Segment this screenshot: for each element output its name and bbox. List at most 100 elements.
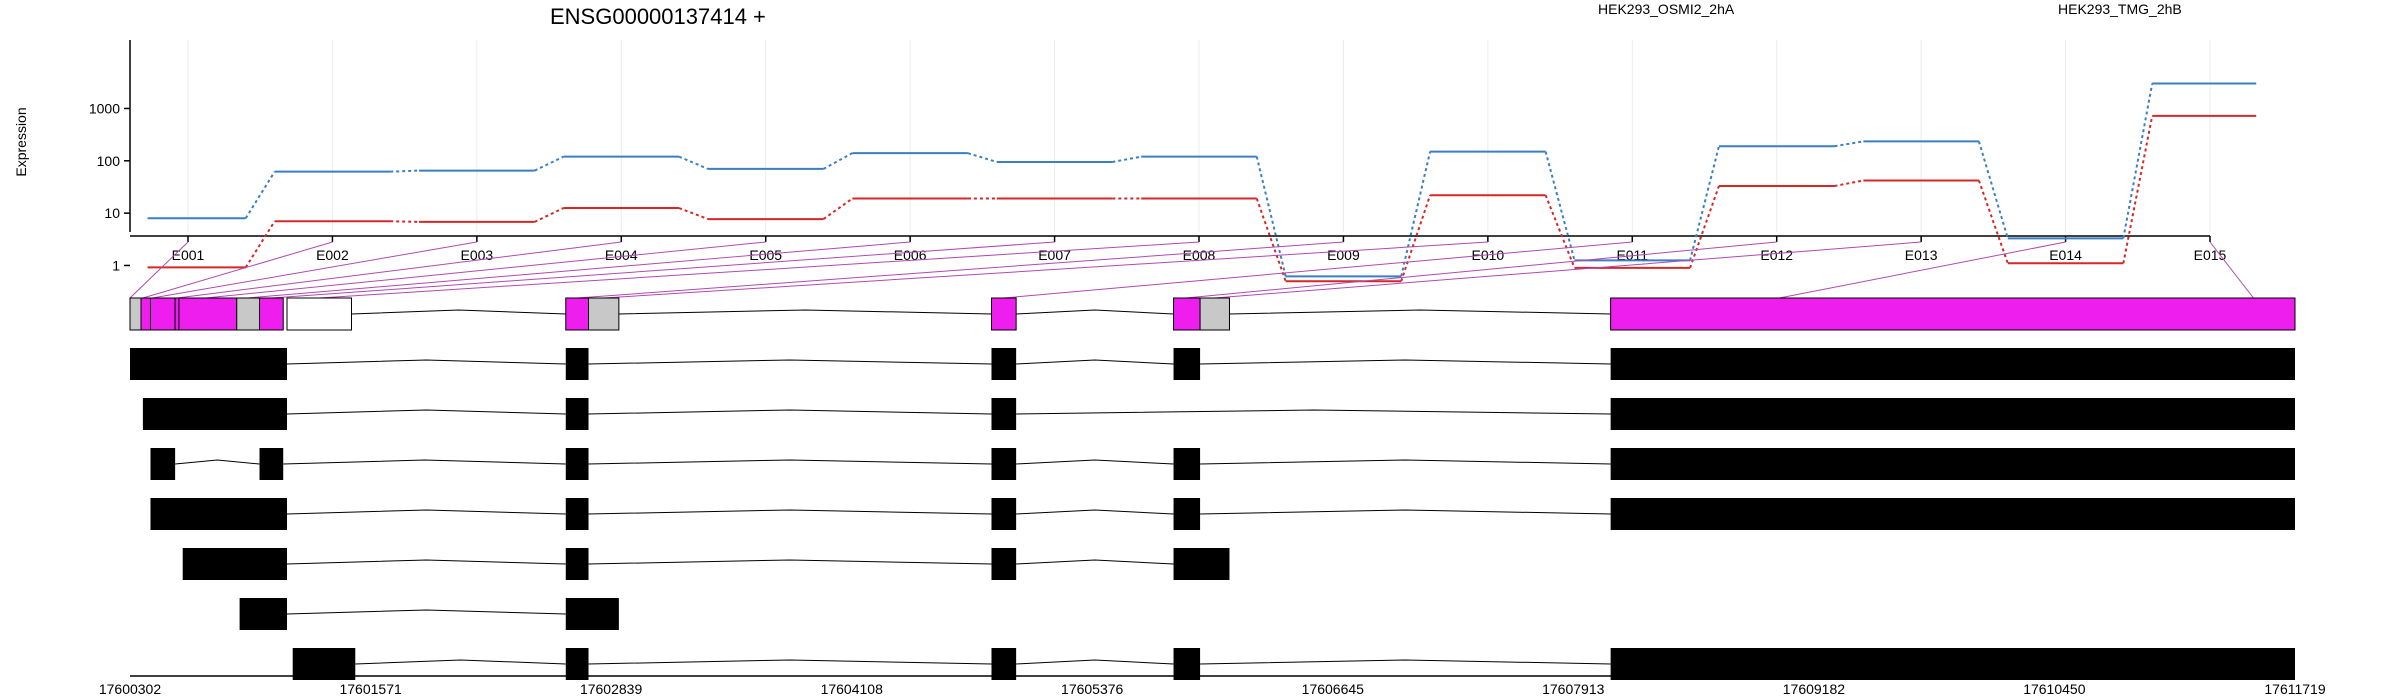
model-exon-e010	[588, 297, 620, 331]
transcript-3-intron-5	[1200, 459, 1611, 465]
series-1-connector-11	[1689, 145, 1720, 261]
series-1-connector-4	[678, 155, 709, 170]
series-1-connector-3	[534, 155, 564, 172]
x-tick-label-e008: E008	[1183, 247, 1216, 263]
transcript-3-exon-6	[1610, 448, 2295, 480]
exon-link-e009	[577, 241, 1344, 299]
transcript-1	[130, 348, 2295, 380]
series-0-connector-10	[1544, 194, 1576, 269]
y-tick-label-1: 1	[112, 257, 120, 273]
exon-link-e010	[603, 241, 1488, 299]
series-1-connector-12	[1834, 140, 1864, 148]
genomic-tick-label-5: 17605376	[1061, 681, 1124, 697]
series-0-connector-12	[1834, 179, 1864, 187]
series-1-connector-8	[1255, 156, 1287, 277]
x-tick-label-e004: E004	[605, 247, 638, 263]
x-tick-label-e014: E014	[2049, 247, 2082, 263]
transcript-7-intron-3	[1016, 659, 1174, 665]
transcript-5-exon-4	[1173, 548, 1230, 580]
model-intron-13	[1229, 309, 1611, 315]
genomic-tick-label-4: 17604108	[821, 681, 884, 697]
series-0-connector-3	[534, 207, 564, 223]
model-exon-e009	[565, 297, 590, 331]
transcript-3-exon-5	[1173, 448, 1201, 480]
transcript-5-exon-2	[565, 548, 589, 580]
transcript-3	[150, 448, 2295, 480]
transcript-4-exon-1	[150, 498, 288, 530]
transcript-5-exon-1	[182, 548, 288, 580]
transcript-1-exon-1	[130, 348, 288, 380]
transcript-3-intron-3	[588, 459, 992, 465]
transcript-6-exon-1	[239, 598, 288, 630]
transcript-3-exon-3	[565, 448, 589, 480]
legend-entry-osmi2: HEK293_OSMI2_2hA	[1598, 1, 1735, 17]
model-exon-e005	[178, 297, 238, 331]
series-0-connector-11	[1689, 185, 1720, 269]
model-exon-e004	[174, 297, 180, 331]
series-1-connector-13	[1977, 141, 2009, 239]
transcript-5-intron-2	[588, 559, 992, 565]
series-0	[147, 114, 2257, 283]
series-0-connector-2	[390, 220, 420, 223]
model-exon-e003	[149, 297, 176, 331]
transcript-1-intron-4	[1200, 359, 1611, 365]
exon-link-e004	[176, 241, 622, 299]
transcript-7-exon-4	[1173, 648, 1201, 680]
genomic-tick-label-1: 17600302	[99, 681, 162, 697]
transcript-1-exon-3	[991, 348, 1017, 380]
transcript-3-intron-2	[283, 459, 566, 465]
genomic-tick-label-10: 17611719	[2264, 681, 2325, 697]
transcript-2-exon-3	[991, 398, 1017, 430]
model-exon-e012	[1173, 297, 1201, 331]
x-tick-label-e002: E002	[316, 247, 349, 263]
x-tick-label-e001: E001	[172, 247, 205, 263]
exon-link-e008	[319, 241, 1200, 299]
transcript-1-exon-4	[1173, 348, 1201, 380]
genomic-tick-label-9: 17610450	[2023, 681, 2086, 697]
series-0-connector-4	[678, 207, 709, 221]
transcript-7-intron-1	[355, 659, 566, 665]
transcript-2-exon-4	[1610, 398, 2295, 430]
series-1-connector-9	[1400, 151, 1432, 277]
transcript-4-intron-4	[1200, 509, 1611, 515]
transcript-2-intron-3	[1016, 409, 1611, 415]
y-tick-label-10: 10	[104, 205, 120, 221]
transcript-6-exon-2	[565, 598, 619, 630]
x-tick-label-e007: E007	[1038, 247, 1071, 263]
transcript-7-intron-2	[588, 659, 992, 665]
series-0-connector-14	[2122, 115, 2154, 264]
series-0-connector-9	[1400, 194, 1432, 282]
genomic-tick-label-3: 17602839	[580, 681, 643, 697]
transcript-2-intron-1	[286, 409, 566, 415]
model-exon-e002	[140, 297, 151, 331]
genomic-tick-label-6: 17606645	[1302, 681, 1365, 697]
transcript-4-intron-3	[1016, 509, 1174, 515]
exon-link-e007	[271, 241, 1055, 299]
model-intron-10	[618, 309, 992, 315]
model-exon-e013	[1199, 297, 1230, 331]
series-1-connector-14	[2122, 83, 2154, 239]
series-0-connector-13	[1977, 180, 2009, 264]
transcript-1-intron-3	[1016, 359, 1174, 365]
transcript-3-exon-4	[991, 448, 1017, 480]
transcript-1-exon-2	[565, 348, 589, 380]
genomic-tick-label-7: 17607913	[1542, 681, 1605, 697]
y-tick-label-1000: 1000	[89, 100, 120, 116]
genomic-tick-label-2: 17601571	[339, 681, 402, 697]
y-tick-label-100: 100	[97, 153, 121, 169]
transcript-3-intron-1	[175, 459, 260, 465]
chart-title: ENSG00000137414 +	[550, 4, 766, 29]
series-1-connector-10	[1544, 151, 1576, 261]
transcript-1-intron-2	[588, 359, 992, 365]
model-exon-e011	[990, 297, 1017, 331]
genomic-tick-label-8: 17609182	[1783, 681, 1846, 697]
transcript-1-exon-5	[1610, 348, 2295, 380]
transcript-7-exon-5	[1610, 648, 2295, 680]
exon-link-e001	[129, 241, 189, 299]
model-intron-8	[351, 309, 566, 315]
transcript-4-exon-5	[1610, 498, 2295, 530]
transcript-3-exon-2	[259, 448, 284, 480]
transcript-4	[150, 498, 2295, 530]
model-intron-11	[1016, 309, 1174, 315]
